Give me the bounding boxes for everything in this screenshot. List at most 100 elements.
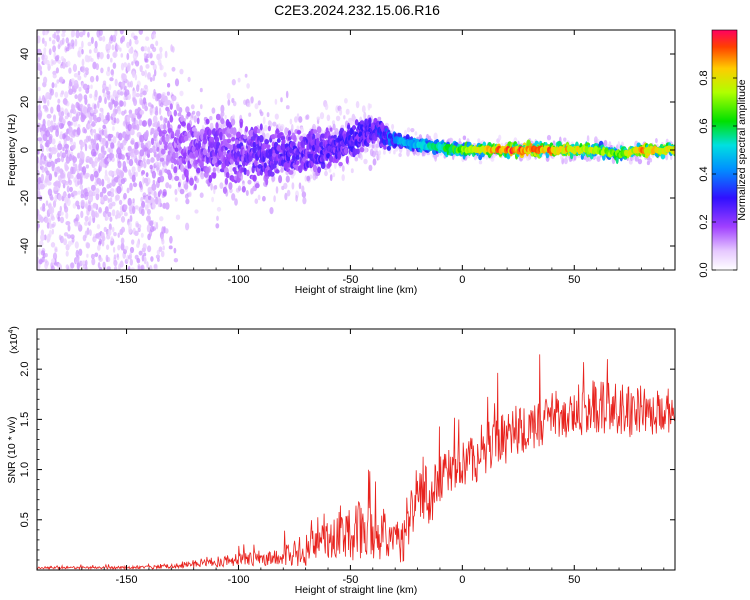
snr-ytick-label: 0.5	[19, 512, 31, 527]
spectrogram-cell	[150, 256, 154, 262]
spectrogram-cell	[111, 201, 116, 207]
spectrogram-ytick-label: -20	[19, 190, 31, 206]
spectrogram-ytick-label: 40	[19, 48, 31, 60]
spectrogram-cell	[114, 109, 118, 114]
spectrogram-cell	[448, 137, 454, 143]
spectrogram-cell	[102, 137, 107, 147]
spectrogram-cell	[111, 209, 116, 217]
spectrogram-cell	[219, 131, 223, 141]
spectrogram-cell	[194, 175, 197, 182]
spectrogram-cell	[38, 248, 41, 256]
spectrogram-cell	[90, 36, 94, 45]
spectrogram-cell	[67, 193, 71, 199]
spectrogram-cell	[37, 65, 42, 72]
spectrogram-cell	[142, 97, 147, 105]
spectrogram-cell	[44, 262, 48, 270]
spectrogram-cell	[254, 198, 259, 204]
spectrogram-cell	[345, 108, 350, 115]
spectrogram-cell	[302, 196, 307, 205]
spectrogram-cell	[224, 114, 227, 120]
spectrogram-cell	[100, 232, 105, 240]
spectrogram-cell	[144, 69, 147, 78]
spectrogram-cell	[40, 233, 45, 241]
spectrogram-cell	[271, 175, 276, 182]
spectrogram-cell	[162, 245, 165, 251]
spectrogram-cell	[117, 140, 121, 147]
spectrogram-cell	[117, 108, 122, 115]
spectrogram-cell	[164, 135, 170, 143]
spectrogram-cell	[153, 264, 158, 269]
spectrogram-cell	[393, 149, 396, 155]
spectrogram-cell	[50, 265, 55, 270]
spectrogram-cell	[296, 125, 300, 131]
spectrogram-cell	[368, 103, 372, 109]
spectrogram-cell	[329, 127, 333, 132]
spectrogram-cell	[70, 39, 75, 47]
spectrogram-cell	[174, 78, 180, 87]
spectrogram-cell	[343, 147, 348, 155]
spectrogram-cell	[124, 89, 130, 96]
spectrogram-cell	[173, 258, 179, 263]
spectrogram-cell	[546, 134, 552, 141]
spectrogram-cell	[98, 207, 102, 213]
spectrogram-cell	[37, 262, 41, 270]
spectrogram-cell	[73, 73, 79, 78]
spectrogram-cell	[329, 155, 334, 163]
spectrogram-cell	[168, 184, 172, 189]
spectrogram-cell	[90, 58, 94, 62]
spectrogram-cell	[50, 242, 56, 248]
spectrogram-cell	[354, 119, 359, 126]
spectrogram-cell	[163, 72, 167, 78]
spectrogram-cell	[96, 51, 101, 58]
spectrogram-cell	[355, 101, 360, 109]
spectrogram-cell	[274, 113, 279, 120]
spectrogram-cell	[280, 124, 285, 130]
spectrogram-cell	[153, 190, 157, 199]
spectrogram-cell	[81, 48, 84, 55]
spectrogram-cell	[132, 52, 138, 61]
spectrogram-cell	[147, 102, 152, 107]
spectrogram-cell	[236, 131, 241, 139]
spectrogram-cell	[115, 117, 120, 124]
spectrogram-cell	[105, 86, 109, 92]
spectrogram-cell	[185, 198, 190, 205]
spectrogram-cell	[62, 62, 66, 69]
spectrogram-cell	[194, 183, 197, 190]
spectrogram-cell	[89, 93, 93, 99]
spectrogram-cell	[94, 252, 99, 258]
spectrogram-cell	[110, 69, 114, 76]
spectrogram-cell	[89, 229, 92, 237]
spectrogram-cell	[284, 192, 288, 201]
spectrogram-cell	[146, 224, 151, 233]
spectrogram-cell	[46, 119, 51, 127]
spectrogram-cell	[86, 253, 89, 258]
spectrogram-cell	[51, 39, 56, 45]
spectrogram-cell	[282, 139, 286, 144]
spectrogram-cell	[139, 65, 143, 73]
spectrogram-cell	[106, 112, 110, 117]
spectrogram-cell	[237, 77, 241, 83]
spectrogram-cell	[135, 171, 139, 177]
spectrogram-cell	[259, 123, 263, 131]
spectrogram-cell	[89, 75, 95, 83]
spectrogram-cell	[139, 110, 145, 115]
spectrogram-cell	[140, 161, 144, 168]
spectrogram-cell	[59, 216, 65, 224]
spectrogram-cell	[93, 151, 97, 157]
spectrogram-cell	[141, 208, 145, 217]
spectrogram-cell	[239, 121, 243, 129]
spectrogram-cell	[117, 146, 121, 154]
snr-panel: -150 -100 -50 0 50 0.5 1.0 1.5 2.0 Height of st…	[6, 326, 676, 596]
spectrogram-cell	[156, 153, 160, 162]
spectrogram-cell	[433, 132, 438, 141]
spectrogram-cell	[60, 131, 63, 137]
spectrogram-cell	[129, 182, 133, 191]
spectrogram-cell	[62, 98, 68, 105]
spectrogram-cell	[398, 153, 402, 157]
spectrogram-cell	[98, 95, 102, 103]
spectrogram-cell	[119, 170, 125, 179]
spectrogram-cell	[154, 198, 159, 205]
spectrogram-ytick-label: 20	[19, 96, 31, 108]
spectrogram-cell	[77, 75, 82, 81]
spectrogram-cell	[173, 166, 178, 174]
